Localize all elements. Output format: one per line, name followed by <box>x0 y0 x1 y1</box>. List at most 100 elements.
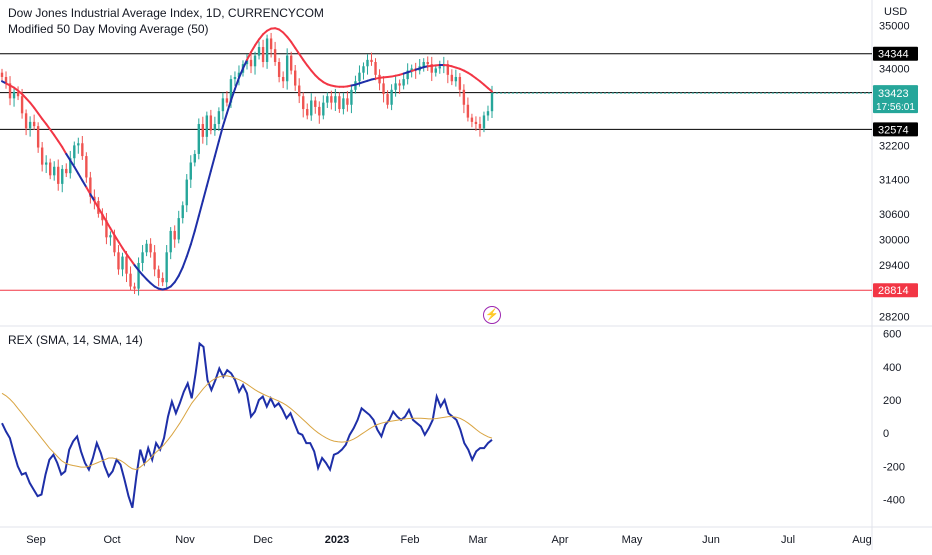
candle-body <box>338 96 340 109</box>
candle-body <box>61 169 63 184</box>
candle-body <box>298 86 300 97</box>
candle-body <box>226 98 228 102</box>
candle-body <box>330 96 332 102</box>
rex-tick-label: 0 <box>883 428 889 440</box>
candle-body <box>479 124 481 128</box>
rex-signal-line <box>2 376 492 470</box>
time-tick-label: Nov <box>175 534 195 546</box>
candle-body <box>362 66 364 72</box>
ma-segment <box>175 276 179 282</box>
candle-body <box>270 38 272 49</box>
candle-body <box>310 100 312 115</box>
candle-body <box>358 73 360 82</box>
candle-body <box>45 163 47 165</box>
time-tick-label: Apr <box>551 534 568 546</box>
candle-body <box>202 124 204 137</box>
ma-segment <box>235 78 239 89</box>
candle-body <box>334 96 336 102</box>
ma-segment <box>66 154 70 160</box>
ma-segment <box>74 167 78 174</box>
ma-segment <box>122 248 126 254</box>
candle-body <box>318 107 320 116</box>
candle-body <box>57 167 59 184</box>
ma-segment <box>50 130 54 136</box>
candle-body <box>29 122 31 128</box>
time-tick-label: Jul <box>781 534 795 546</box>
candle-body <box>186 180 188 206</box>
price-tick-label: 31400 <box>879 175 910 187</box>
candle-body <box>85 156 87 177</box>
ma-segment <box>110 228 114 235</box>
candle-body <box>314 100 316 106</box>
candle-body <box>459 77 461 90</box>
price-tick-label: 32200 <box>879 140 910 152</box>
price-tick-label: 30600 <box>879 209 910 221</box>
indicator-legend: REX (SMA, 14, SMA, 14) <box>8 333 143 347</box>
time-tick-label: Jun <box>702 534 720 546</box>
candle-body <box>394 83 396 89</box>
candle-body <box>49 163 51 176</box>
candle-body <box>427 62 429 64</box>
candle-body <box>274 49 276 62</box>
candle-body <box>402 79 404 85</box>
rex-tick-label: 200 <box>883 395 901 407</box>
candle-body <box>382 83 384 94</box>
candle-body <box>194 154 196 163</box>
candle-body <box>266 38 268 62</box>
ma-segment <box>251 45 255 52</box>
ma-segment <box>303 60 307 66</box>
candle-body <box>278 62 280 77</box>
ma-segment <box>195 216 199 231</box>
candle-body <box>258 47 260 56</box>
ma-segment <box>54 135 58 141</box>
candle-body <box>214 124 216 130</box>
candle-body <box>286 56 288 82</box>
candle-body <box>262 47 264 62</box>
ma-segment <box>207 171 211 186</box>
candle-body <box>390 90 392 105</box>
ma-segment <box>183 257 187 268</box>
candle-body <box>378 75 380 84</box>
time-tick-label: 2023 <box>325 534 349 546</box>
candle-body <box>294 71 296 86</box>
rex-line <box>2 344 492 508</box>
candle-body <box>282 77 284 81</box>
candle-body <box>182 205 184 218</box>
candle-body <box>121 257 123 270</box>
time-tick-label: May <box>622 534 643 546</box>
candle-body <box>467 105 469 118</box>
candle-body <box>137 263 139 289</box>
candle-body <box>218 111 220 124</box>
candle-body <box>463 90 465 105</box>
ma-segment <box>34 108 38 114</box>
ma-segment <box>62 147 66 154</box>
ma-legend: Modified 50 Day Moving Average (50) <box>8 22 209 36</box>
candle-body <box>109 235 111 237</box>
lightning-icon[interactable]: ⚡ <box>483 306 501 324</box>
candle-body <box>290 56 292 71</box>
candle-body <box>451 75 453 81</box>
time-tick-label: Feb <box>401 534 420 546</box>
candle-body <box>487 111 489 115</box>
price-tick-label: 29400 <box>879 260 910 272</box>
ma-segment <box>488 88 492 91</box>
candle-body <box>350 90 352 105</box>
candle-body <box>342 98 344 109</box>
candle-body <box>206 115 208 136</box>
candle-body <box>73 145 75 158</box>
ma-segment <box>299 54 303 60</box>
ma-segment <box>211 156 215 171</box>
candle-body <box>145 244 147 253</box>
last-price-text: 33423 <box>878 88 909 100</box>
candle-body <box>222 98 224 111</box>
candle-body <box>370 60 372 62</box>
ma-segment <box>223 113 227 126</box>
candle-body <box>435 68 437 72</box>
candle-body <box>374 62 376 75</box>
candle-body <box>53 167 55 176</box>
ma-segment <box>187 245 191 257</box>
time-tick-label: Sep <box>26 534 46 546</box>
candle-body <box>306 109 308 115</box>
